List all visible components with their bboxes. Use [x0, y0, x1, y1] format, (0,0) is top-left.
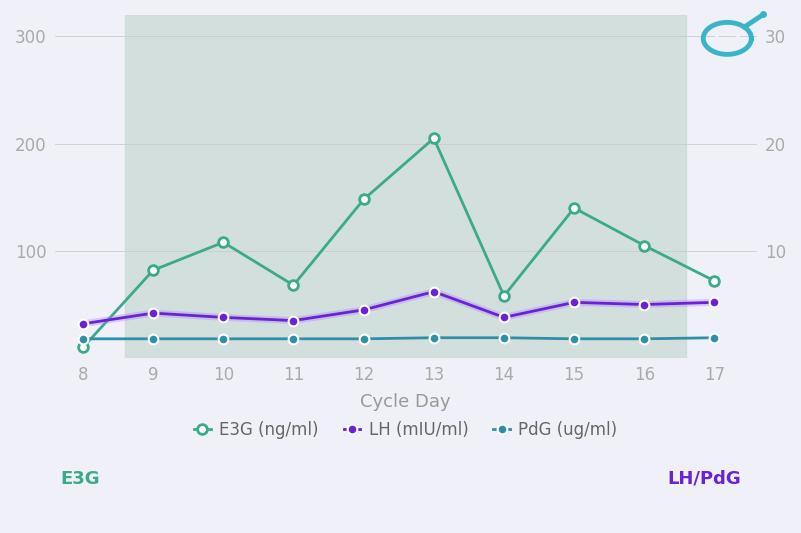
Bar	[125, 15, 686, 358]
Text: LH/PdG: LH/PdG	[667, 470, 741, 488]
X-axis label: Cycle Day: Cycle Day	[360, 393, 451, 411]
Legend: E3G (ng/ml), LH (mIU/ml), PdG (ug/ml): E3G (ng/ml), LH (mIU/ml), PdG (ug/ml)	[187, 415, 624, 446]
Text: E3G: E3G	[60, 470, 99, 488]
